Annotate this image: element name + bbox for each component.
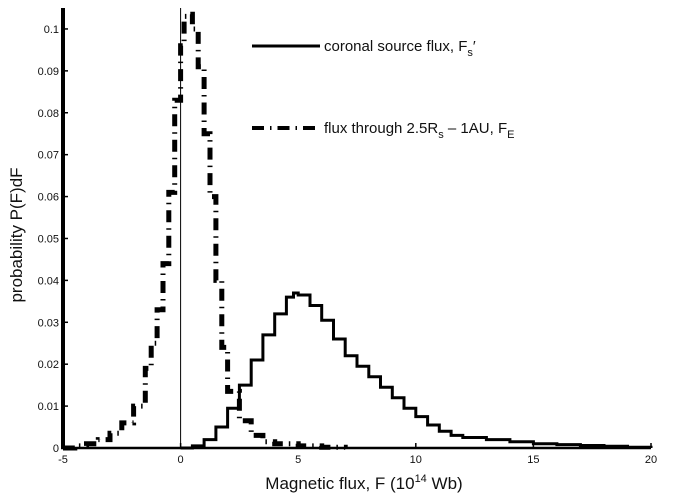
legend-label-solid: coronal source flux, Fs′ (324, 38, 476, 59)
y-tick-label: 0.1 (44, 24, 59, 36)
y-tick-label: 0.05 (38, 233, 59, 245)
x-tick-label: -5 (58, 454, 68, 466)
y-tick-label: 0.04 (38, 275, 59, 287)
y-tick-label: 0.07 (38, 150, 59, 162)
y-tick-label: 0.09 (38, 66, 59, 78)
y-tick-label: 0.03 (38, 317, 59, 329)
y-tick-label: 0.08 (38, 108, 59, 120)
y-tick-label: 0.01 (38, 401, 59, 413)
y-tick-label: 0 (53, 443, 59, 455)
fe-flux-series-line (63, 11, 348, 451)
y-tick-label: 0.02 (38, 359, 59, 371)
y-axis-title: probability P(F)dF (7, 167, 26, 302)
x-axis-title: Magnetic flux, F (1014 Wb) (265, 473, 462, 493)
legend-label-dashdot: flux through 2.5Rs – 1AU, FE (324, 120, 514, 141)
x-tick-label: 10 (410, 454, 422, 466)
x-tick-label: 0 (178, 454, 184, 466)
x-tick-label: 20 (645, 454, 657, 466)
y-tick-label: 0.06 (38, 192, 59, 204)
x-tick-label: 15 (527, 454, 539, 466)
coronal-source-series-line (180, 291, 653, 450)
x-tick-label: 5 (295, 454, 301, 466)
